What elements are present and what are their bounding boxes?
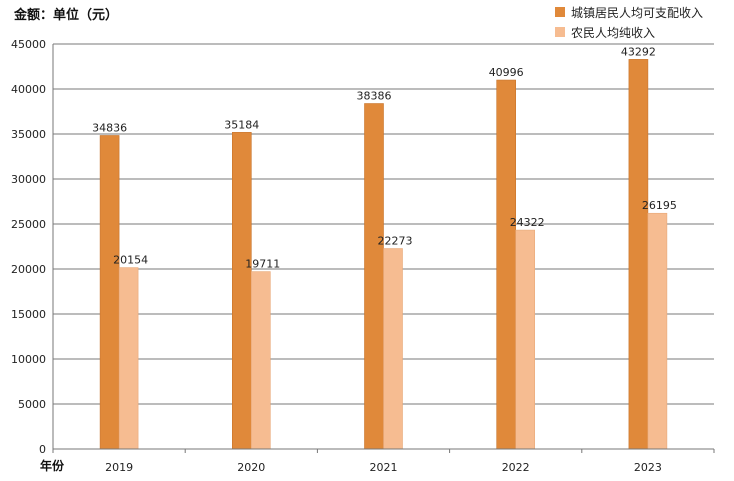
- y-tick-labels: 0 5000 10000 15000 20000 25000 30000 35000 40000…: [11, 38, 46, 456]
- data-label: 38386: [357, 90, 392, 103]
- legend-swatch-urban: [555, 7, 565, 17]
- data-label: 40996: [489, 66, 524, 79]
- data-labels: 34836 20154 35184 19711 38386 22273 40996 24322…: [92, 45, 677, 270]
- axes: [52, 44, 715, 453]
- legend-item-rural: 农民人均纯收入: [555, 22, 703, 42]
- data-label: 34836: [92, 121, 127, 134]
- bar: [628, 59, 649, 450]
- bar: [364, 103, 384, 450]
- y-tick-label: 10000: [11, 353, 46, 366]
- x-tick-label: 2022: [502, 461, 530, 474]
- data-label: 43292: [621, 45, 656, 58]
- data-label: 22273: [378, 235, 413, 248]
- y-tick-label: 35000: [11, 128, 46, 141]
- y-tick-label: 5000: [18, 398, 46, 411]
- y-tick-label: 40000: [11, 83, 46, 96]
- x-tick-label: 2020: [237, 461, 265, 474]
- y-tick-label: 0: [39, 443, 46, 456]
- bar: [383, 248, 403, 450]
- bar: [118, 267, 139, 450]
- x-tick-label: 2023: [634, 461, 662, 474]
- bar: [496, 79, 517, 450]
- x-tick-labels: 2019 2020 2021 2022 2023: [105, 461, 662, 474]
- x-axis-label: 年份: [40, 459, 65, 473]
- unit-label: 金额：单位（元）: [14, 8, 119, 23]
- bar: [515, 229, 536, 450]
- y-tick-label: 30000: [11, 173, 46, 186]
- data-label: 20154: [113, 254, 148, 267]
- data-label: 19711: [245, 258, 280, 271]
- data-label: 35184: [224, 118, 259, 131]
- bar: [99, 135, 120, 450]
- x-tick-label: 2019: [105, 461, 133, 474]
- legend: 城镇居民人均可支配收入 农民人均纯收入: [555, 2, 703, 42]
- y-tick-label: 25000: [11, 218, 46, 231]
- y-tick-label: 15000: [11, 308, 46, 321]
- y-tick-label: 20000: [11, 263, 46, 276]
- x-tick-label: 2021: [370, 461, 398, 474]
- bar: [232, 132, 252, 450]
- bar: [251, 271, 271, 450]
- legend-label-urban: 城镇居民人均可支配收入: [571, 5, 704, 20]
- data-label: 24322: [510, 216, 545, 229]
- data-label: 26195: [642, 199, 677, 212]
- bar: [647, 212, 668, 450]
- legend-item-urban: 城镇居民人均可支配收入: [555, 2, 703, 22]
- bars: [99, 59, 668, 450]
- y-tick-label: 45000: [11, 38, 46, 51]
- legend-swatch-rural: [555, 27, 565, 37]
- legend-label-rural: 农民人均纯收入: [571, 25, 656, 40]
